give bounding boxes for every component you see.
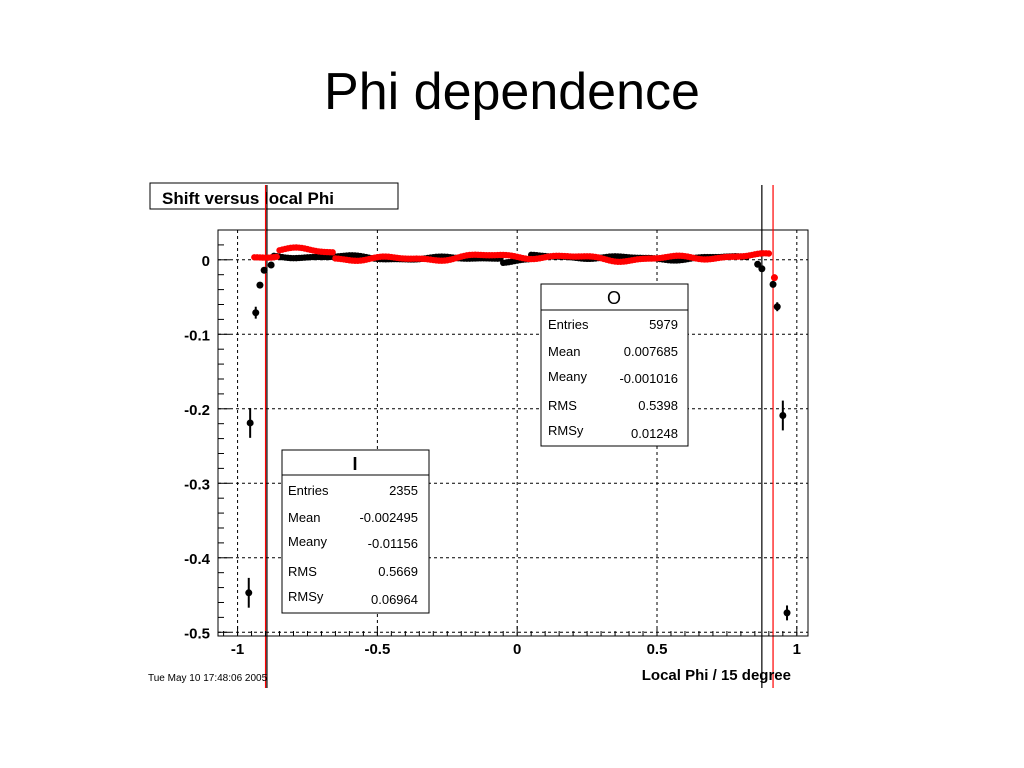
stats-box-o-value: -0.001016 (619, 371, 678, 386)
stats-box-i-title: I (352, 454, 357, 474)
stats-box-o-value: 0.01248 (631, 426, 678, 441)
y-tick-label: -0.3 (184, 476, 210, 493)
plot-title: Shift versus local Phi (162, 189, 334, 208)
data-point (273, 253, 280, 260)
stats-box-o: O Entries 5979 Mean 0.007685 Meany -0.00… (540, 283, 689, 447)
x-tick-label: -0.5 (364, 641, 390, 658)
data-point (754, 260, 762, 268)
y-tick-label: -0.1 (184, 327, 210, 344)
data-point (769, 280, 777, 288)
y-tick-label: -0.5 (184, 625, 210, 642)
x-axis-label: Local Phi / 15 degree (642, 667, 791, 684)
stats-box-o-label: Meany (548, 369, 588, 384)
stats-box-i-value: 0.06964 (371, 592, 418, 607)
slide-title: Phi dependence (324, 63, 700, 121)
data-point (770, 274, 778, 282)
data-point (758, 265, 766, 273)
stats-box-o-label: RMS (548, 398, 577, 413)
data-point (256, 281, 264, 289)
data-point (246, 419, 254, 427)
data-point (329, 249, 336, 256)
y-tick-label: -0.2 (184, 402, 210, 419)
stats-box-i-value: -0.002495 (359, 510, 418, 525)
y-tick-label: 0 (202, 253, 210, 270)
stats-box-o-value: 0.007685 (624, 344, 678, 359)
stats-box-o-title: O (607, 288, 621, 308)
timestamp: Tue May 10 17:48:06 2005 (148, 673, 268, 684)
stats-box-o-value: 5979 (649, 317, 678, 332)
x-tick-label: 0 (513, 641, 521, 658)
data-point (773, 303, 781, 311)
stats-box-i-value: 0.5669 (378, 564, 418, 579)
stats-box-i-label: Entries (288, 483, 329, 498)
stats-box-i-label: RMSy (288, 589, 324, 604)
stats-box-o-label: Entries (548, 317, 589, 332)
x-tick-label: 0.5 (647, 641, 668, 658)
data-point (765, 250, 773, 257)
stats-box-i: I Entries 2355 Mean -0.002495 Meany -0.0… (281, 449, 430, 614)
y-tick-label: -0.4 (184, 551, 211, 568)
x-tick-label: 1 (793, 641, 801, 658)
stats-box-i-label: Meany (288, 534, 328, 549)
data-point (252, 309, 260, 317)
stats-box-o-label: RMSy (548, 423, 584, 438)
stats-box-i-value: 2355 (389, 483, 418, 498)
data-point (245, 589, 253, 597)
stats-box-i-label: Mean (288, 510, 321, 525)
stats-box-o-value: 0.5398 (638, 398, 678, 413)
data-point (267, 261, 275, 269)
data-point (783, 609, 791, 617)
data-point (260, 266, 268, 274)
stats-box-o-label: Mean (548, 344, 581, 359)
stats-box-i-label: RMS (288, 564, 317, 579)
data-point (779, 411, 787, 419)
plot-title-box (149, 182, 399, 210)
x-tick-label: -1 (231, 641, 244, 658)
stats-box-i-value: -0.01156 (368, 536, 418, 551)
